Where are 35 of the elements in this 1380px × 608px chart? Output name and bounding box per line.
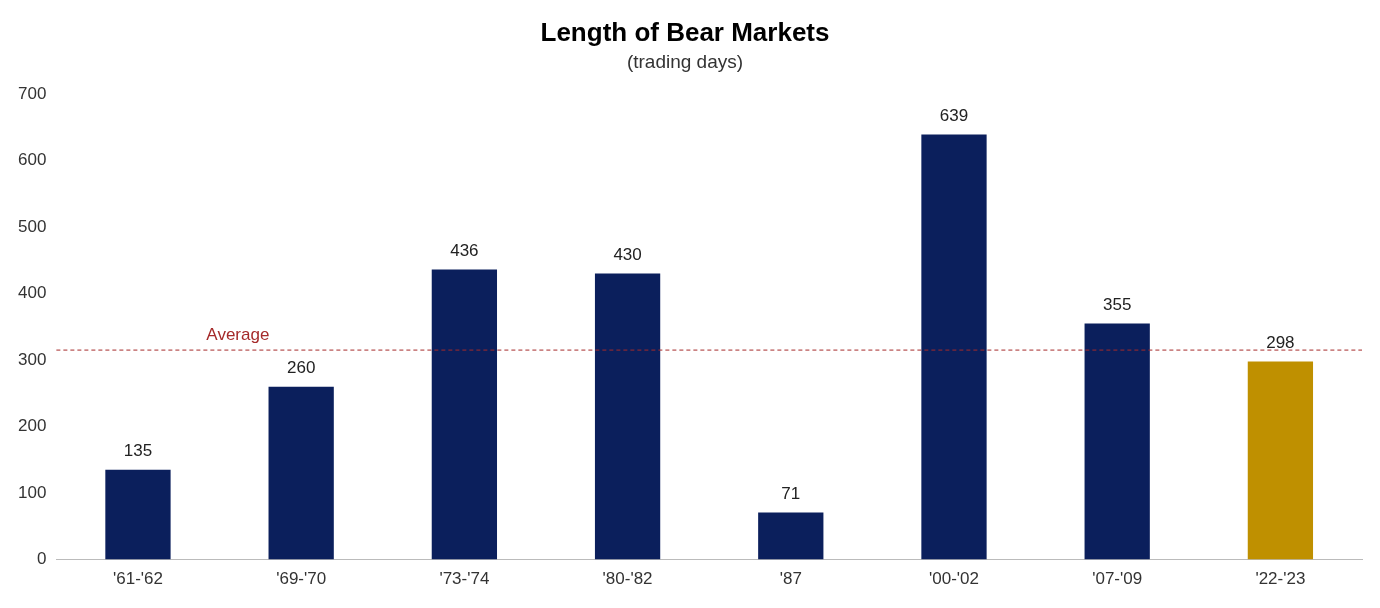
x-tick-label: '73-'74: [439, 569, 490, 589]
y-tick-label: 0: [36, 549, 47, 569]
bar: [431, 269, 498, 560]
x-tick-label: '00-'02: [929, 569, 979, 589]
bar: [1247, 361, 1314, 560]
data-label: 639: [939, 105, 969, 125]
y-tick-label: 200: [17, 416, 47, 436]
x-tick-label: '07-'09: [1092, 569, 1143, 589]
bar: [594, 273, 661, 560]
x-tick-label: '61-'62: [112, 569, 163, 589]
y-tick-label: 300: [17, 349, 47, 369]
data-label: 430: [613, 244, 642, 264]
data-label: 436: [450, 240, 479, 260]
y-tick-label: 100: [17, 482, 47, 502]
x-tick-label: '22-'23: [1255, 569, 1306, 589]
data-label: 135: [123, 440, 153, 460]
data-label: 298: [1266, 332, 1295, 352]
bar: [1084, 323, 1150, 560]
y-tick-label: 400: [17, 283, 47, 303]
bar: [758, 512, 824, 560]
data-label: 355: [1103, 294, 1132, 314]
chart-subtitle: (trading days): [626, 50, 744, 72]
y-tick-label: 600: [17, 150, 47, 170]
bar: [921, 134, 987, 560]
y-tick-label: 500: [17, 216, 47, 236]
x-tick-label: '69-'70: [276, 569, 327, 589]
x-tick-label: '80-'82: [602, 569, 653, 589]
chart-title: Length of Bear Markets: [540, 16, 830, 47]
x-tick-label: '87: [779, 569, 802, 589]
data-label: 71: [781, 483, 801, 503]
bar: [268, 386, 334, 560]
data-label: 260: [286, 357, 316, 377]
ref-line-label: Average: [206, 325, 270, 345]
y-tick-label: 700: [17, 83, 47, 103]
bar: [105, 469, 171, 560]
